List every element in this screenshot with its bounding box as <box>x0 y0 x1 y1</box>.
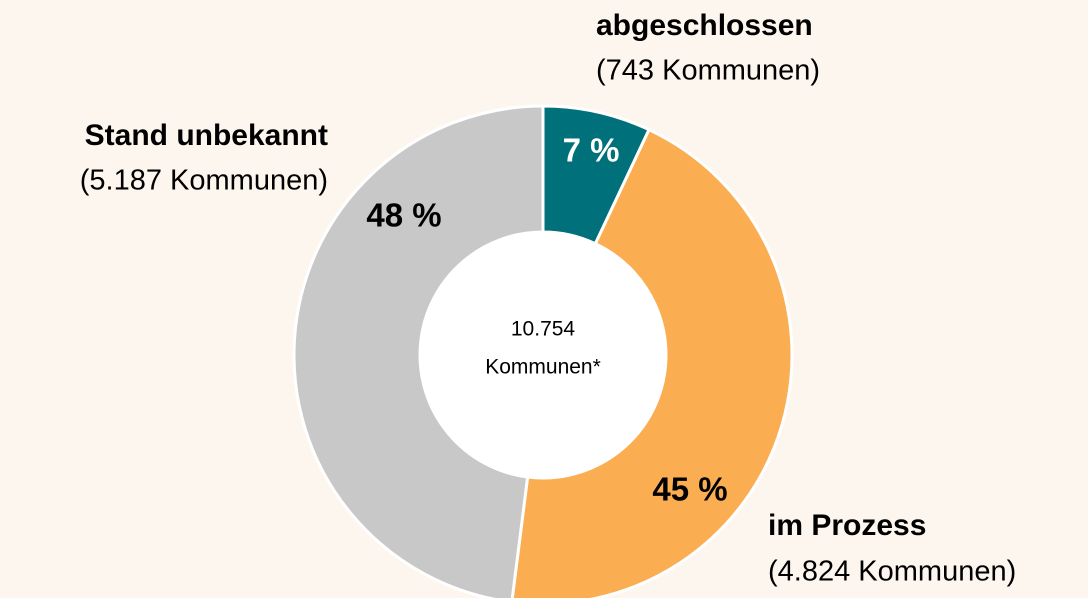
center-label: 10.754 <box>511 318 576 341</box>
donut-hole <box>421 233 665 477</box>
center-label: Kommunen* <box>485 356 601 379</box>
category-label: im Prozess <box>768 509 926 542</box>
category-sublabel: (5.187 Kommunen) <box>80 165 328 197</box>
value-label: 45 % <box>652 471 727 508</box>
category-label: abgeschlossen <box>596 9 813 42</box>
donut-slice <box>292 104 545 598</box>
donut-slice <box>510 127 794 598</box>
value-label: 7 % <box>563 132 620 169</box>
category-sublabel: (4.824 Kommunen) <box>768 556 1016 588</box>
value-label: 48 % <box>366 197 441 234</box>
category-label: Stand unbekannt <box>85 119 328 152</box>
category-sublabel: (743 Kommunen) <box>596 55 820 87</box>
